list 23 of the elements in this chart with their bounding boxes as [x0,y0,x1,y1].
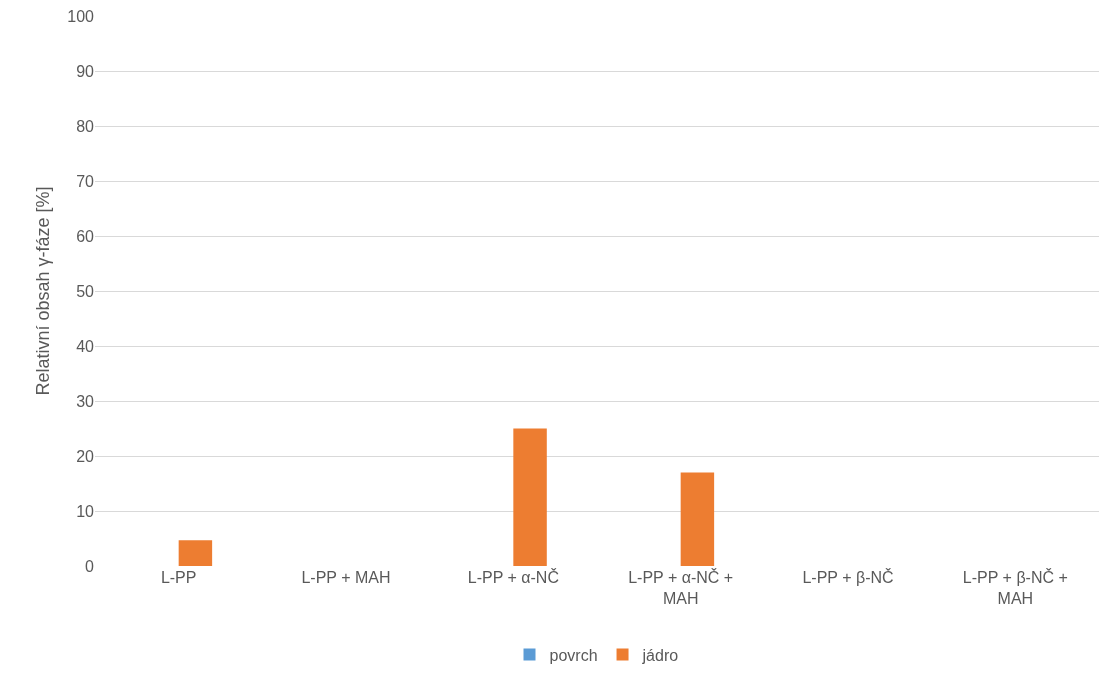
y-tick-label: 70 [76,172,95,190]
y-tick-label: 0 [85,557,95,575]
y-tick-label: 60 [76,227,95,245]
x-tick-label: L-PP [160,569,197,586]
y-tick-label: 40 [76,337,95,355]
y-tick-label: 10 [76,502,95,520]
y-tick-label: 100 [67,7,95,25]
legend-label: povrch [549,646,598,664]
x-tick-label: L-PP + β-NČ + MAH [962,568,1068,607]
legend-label: jádro [641,646,679,664]
x-tick-label: L-PP + β-NČ [802,568,894,586]
y-tick-label: 20 [76,447,95,465]
bar [178,540,213,566]
y-tick-label: 90 [76,62,95,80]
y-tick-label: 80 [76,117,95,135]
bar [680,472,715,566]
bar [513,428,547,566]
y-tick-label: 50 [76,282,95,300]
x-tick-label: L-PP + MAH [301,569,391,586]
y-tick-label: 30 [76,392,95,410]
y-axis-title: Relativní obsah γ-fáze [%] [33,186,54,396]
x-tick-label: L-PP + α-NČ + MAH [628,568,734,607]
x-tick-label: L-PP + α-NČ [467,568,559,586]
